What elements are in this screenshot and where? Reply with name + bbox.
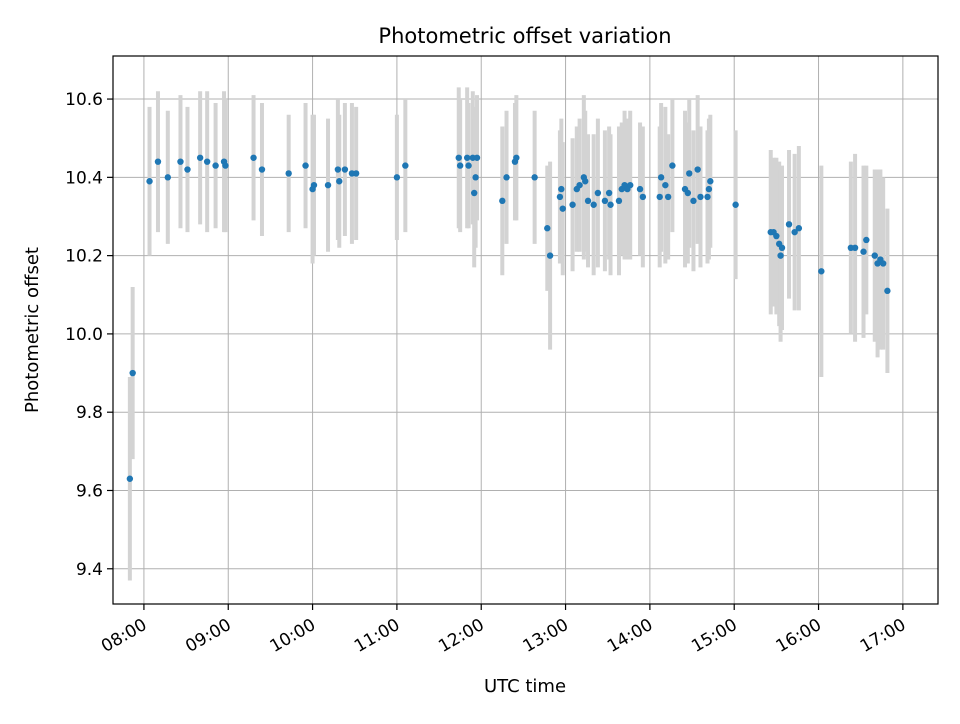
data-point — [196, 154, 204, 161]
data-point — [503, 174, 510, 181]
chart-title: Photometric offset variation — [378, 24, 671, 48]
data-point — [569, 201, 576, 208]
data-point — [656, 193, 663, 201]
data-point — [707, 178, 714, 185]
data-point — [704, 193, 711, 201]
data-point — [250, 154, 257, 161]
data-point — [594, 189, 602, 197]
data-point — [884, 287, 891, 295]
data-point — [694, 166, 701, 173]
data-point — [302, 162, 309, 169]
data-point — [285, 170, 292, 177]
data-point — [871, 252, 878, 259]
data-point — [546, 252, 554, 259]
y-tick-label: 10.4 — [65, 168, 103, 188]
data-point — [465, 162, 472, 169]
data-point — [615, 197, 623, 205]
data-points — [126, 154, 891, 482]
y-tick-label: 9.6 — [76, 481, 103, 501]
data-point — [556, 193, 564, 201]
data-point — [544, 225, 551, 232]
data-point — [212, 162, 219, 169]
y-tick-label: 9.8 — [76, 403, 103, 423]
data-point — [636, 185, 644, 193]
data-point — [639, 193, 647, 201]
data-point — [513, 154, 520, 161]
data-point — [605, 189, 613, 197]
data-point — [879, 260, 887, 267]
data-point — [791, 228, 798, 236]
data-point — [402, 162, 409, 169]
data-point — [576, 181, 583, 189]
data-point — [154, 158, 162, 165]
data-point — [129, 369, 136, 377]
data-point — [184, 166, 191, 173]
data-point — [473, 154, 481, 161]
data-point — [705, 185, 713, 193]
data-point — [531, 174, 538, 181]
y-axis-ticks: 9.4 9.6 9.8 10.0 10.2 10.4 10.6 — [65, 90, 113, 580]
data-point — [258, 166, 266, 173]
data-point — [393, 174, 401, 181]
data-point — [777, 252, 784, 259]
y-axis-label: Photometric offset — [22, 247, 43, 413]
data-point — [582, 178, 589, 185]
data-point — [177, 158, 184, 165]
data-point — [732, 201, 739, 208]
y-tick-label: 10.6 — [65, 90, 103, 110]
data-point — [336, 178, 343, 185]
y-tick-label: 9.4 — [76, 560, 103, 580]
data-point — [657, 174, 665, 181]
data-point — [863, 236, 870, 244]
data-point — [324, 181, 332, 189]
data-point — [664, 193, 672, 201]
data-point — [773, 232, 780, 240]
data-point — [690, 197, 697, 205]
data-point — [341, 166, 349, 173]
data-point — [684, 189, 692, 197]
data-point — [860, 248, 867, 255]
data-point — [455, 154, 462, 161]
data-point — [590, 201, 597, 208]
data-point — [662, 181, 669, 189]
data-point — [126, 475, 134, 482]
data-point — [472, 174, 479, 181]
data-point — [851, 244, 859, 251]
data-point — [669, 162, 676, 169]
data-point — [559, 205, 566, 212]
data-point — [463, 154, 471, 161]
data-point — [601, 197, 609, 205]
data-point — [697, 193, 704, 201]
plot-frame — [112, 55, 939, 605]
data-point — [558, 185, 565, 193]
y-tick-label: 10.2 — [65, 247, 103, 267]
data-point — [795, 225, 803, 232]
data-point — [584, 197, 592, 205]
data-point — [222, 162, 229, 169]
data-point — [607, 201, 614, 208]
data-point — [627, 181, 634, 189]
data-point — [146, 178, 153, 185]
data-point — [785, 221, 793, 228]
data-point — [352, 170, 360, 177]
y-tick-label: 10.0 — [65, 325, 103, 345]
data-point — [164, 174, 172, 181]
data-point — [310, 181, 318, 189]
data-point — [686, 170, 693, 177]
data-point — [334, 166, 342, 173]
data-point — [471, 189, 478, 197]
data-point — [499, 197, 506, 205]
data-point — [818, 268, 825, 275]
x-axis-label: UTC time — [484, 676, 566, 697]
data-point — [456, 162, 464, 169]
data-point — [203, 158, 211, 165]
data-point — [778, 244, 786, 251]
